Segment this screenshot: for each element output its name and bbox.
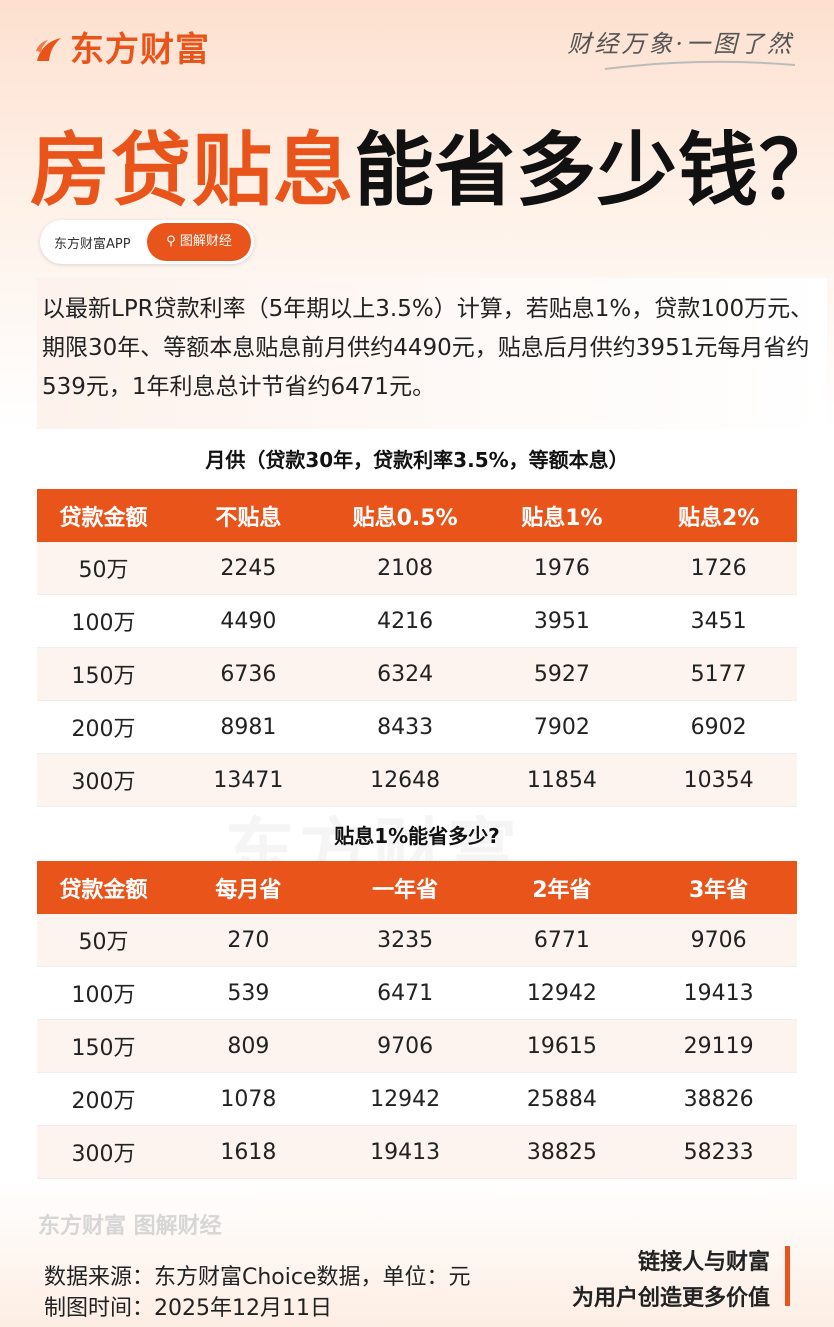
header-cell: 不贴息 [170,489,327,542]
logo: 东方财富 [34,22,210,71]
row: 200万 8981 8433 7902 6902 [37,700,797,754]
cell: 3951 [483,594,641,648]
source: 数据来源：东方财富Choice数据，单位：元 [44,1265,471,1290]
row-label: 200万 [37,700,170,754]
cell: 6771 [483,914,641,967]
cell: 10354 [640,753,797,807]
cell: 4216 [326,594,484,648]
cell: 1726 [640,542,797,595]
cell: 25884 [483,1072,641,1126]
cell: 539 [170,966,327,1020]
title-rest: 能省多少钱？ [354,124,834,217]
motto: 链接人与财富 [637,1250,770,1275]
table-caption: 贴息1%能省多少? [334,824,500,848]
slogan: 财经万象·一图了然 [567,30,794,58]
cell: 3451 [640,594,797,648]
row: 150万 6736 6324 5927 5177 [37,647,797,701]
header-cell: 贴息1% [483,489,641,542]
logo-text: 东方财富 [70,30,210,70]
cell: 270 [170,914,327,967]
cell: 9706 [640,914,797,967]
table: 贷款金额 每月省 一年省 2年省 3年省 50万 270 3235 6771 9706 100万 53… [37,861,797,1179]
cell: 6902 [640,700,797,754]
row-label: 200万 [37,1072,170,1126]
cell: 2245 [170,542,327,595]
cell: 2108 [326,542,484,595]
row: 100万 539 6471 12942 19413 [37,966,797,1020]
row: 50万 2245 2108 1976 1726 [37,542,797,595]
header-cell: 每月省 [170,861,327,914]
tag-app: 东方财富APP [54,237,131,252]
header-cell: 一年省 [326,861,484,914]
cell: 12942 [483,966,641,1020]
header-row: 贷款金额 每月省 一年省 2年省 3年省 [37,861,797,914]
cell: 11854 [483,753,641,807]
cell: 12648 [326,753,484,807]
cell: 6736 [170,647,327,701]
tag-button[interactable]: ⚲ 图解财经 [147,223,251,261]
cell: 38825 [483,1125,641,1179]
header-cell: 贴息0.5% [326,489,484,542]
cell: 19615 [483,1019,641,1073]
cell: 1976 [483,542,641,595]
cell: 9706 [326,1019,484,1073]
row-label: 100万 [37,966,170,1020]
cell: 29119 [640,1019,797,1073]
row: 50万 270 3235 6771 9706 [37,914,797,967]
row-label: 300万 [37,753,170,807]
cell: 6471 [326,966,484,1020]
motto: 为用户创造更多价值 [571,1286,770,1311]
cell: 1618 [170,1125,327,1179]
row: 150万 809 9706 19615 29119 [37,1019,797,1073]
cell: 5927 [483,647,641,701]
cell: 5177 [640,647,797,701]
cell: 58233 [640,1125,797,1179]
slogan-swoosh [604,60,796,70]
intro: 以最新LPR贷款利率（5年期以上3.5%）计算，若贴息1%，贷款100万元、期限… [37,278,827,429]
cell: 6324 [326,647,484,701]
cell: 12942 [326,1072,484,1126]
table-caption: 月供（贷款30年，贷款利率3.5%，等额本息） [205,448,629,472]
header-cell: 2年省 [483,861,641,914]
date: 制图时间：2025年12月11日 [44,1296,332,1321]
cell: 809 [170,1019,327,1073]
cell: 8981 [170,700,327,754]
header-cell: 3年省 [640,861,797,914]
cell: 8433 [326,700,484,754]
footer-watermark: 东方财富 图解财经 [38,1214,222,1239]
accent-bar [785,1246,790,1306]
header-row: 贷款金额 不贴息 贴息0.5% 贴息1% 贴息2% [37,489,797,542]
cell: 38826 [640,1072,797,1126]
row: 300万 1618 19413 38825 58233 [37,1125,797,1179]
tag-button-text: 图解财经 [179,234,232,249]
title-highlight: 房贷贴息 [30,124,354,217]
row: 300万 13471 12648 11854 10354 [37,753,797,807]
cell: 19413 [640,966,797,1020]
header-cell: 贷款金额 [37,489,170,542]
cell: 19413 [326,1125,484,1179]
row-label: 150万 [37,647,170,701]
title: 房贷贴息能省多少钱？ [30,106,834,222]
cell: 13471 [170,753,327,807]
row-label: 300万 [37,1125,170,1179]
row-label: 100万 [37,594,170,648]
row: 200万 1078 12942 25884 38826 [37,1072,797,1126]
row-label: 50万 [37,542,170,595]
row-label: 150万 [37,1019,170,1073]
row: 100万 4490 4216 3951 3451 [37,594,797,648]
cell: 3235 [326,914,484,967]
header-cell: 贴息2% [640,489,797,542]
header-cell: 贷款金额 [37,861,170,914]
logo-icon [36,38,61,61]
tag: 东方财富APP ⚲ 图解财经 [40,220,254,264]
table: 贷款金额 不贴息 贴息0.5% 贴息1% 贴息2% 50万 2245 2108 1976 1726… [37,489,797,807]
cell: 4490 [170,594,327,648]
cell: 1078 [170,1072,327,1126]
row-label: 50万 [37,914,170,967]
cell: 7902 [483,700,641,754]
